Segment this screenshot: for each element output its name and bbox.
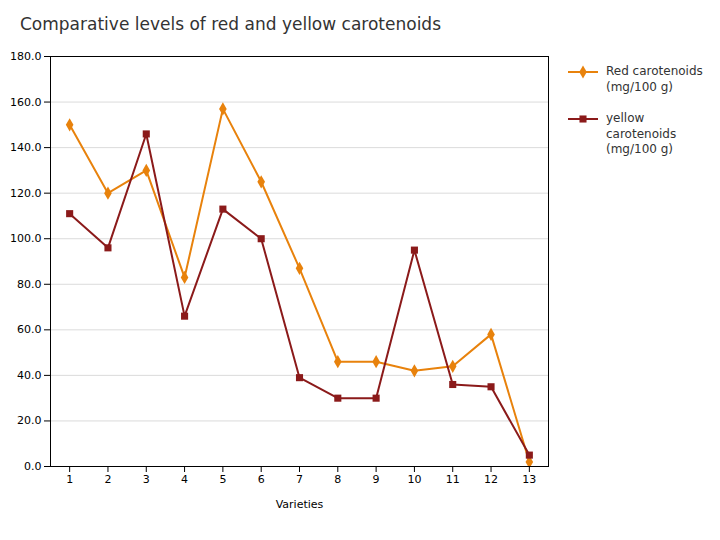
svg-text:100.0: 100.0: [10, 232, 42, 245]
svg-text:13: 13: [522, 473, 536, 486]
svg-text:80.0: 80.0: [17, 278, 42, 291]
svg-text:2: 2: [104, 473, 111, 486]
html-text:Red carotenoids (mg/100 g): Red carotenoids (mg/100 g): [606, 64, 703, 94]
html-text:yellow carotenoids (mg/100 g): yellow carotenoids (mg/100 g): [606, 111, 677, 157]
svg-text:6: 6: [258, 473, 265, 486]
svg-text:9: 9: [373, 473, 380, 486]
svg-text:160.0: 160.0: [10, 96, 42, 109]
svg-text:20.0: 20.0: [17, 414, 42, 427]
svg-text:4: 4: [181, 473, 188, 486]
svg-text:140.0: 140.0: [10, 141, 42, 154]
svg-text:7: 7: [296, 473, 303, 486]
svg-text:10: 10: [407, 473, 421, 486]
svg-text:3: 3: [143, 473, 150, 486]
svg-text:180.0: 180.0: [10, 50, 42, 63]
svg-text:1: 1: [66, 473, 73, 486]
svg-text:8: 8: [334, 473, 341, 486]
svg-text:60.0: 60.0: [17, 323, 42, 336]
svg-text:0.0: 0.0: [24, 460, 42, 473]
svg-text:40.0: 40.0: [17, 369, 42, 382]
svg-text:12: 12: [484, 473, 498, 486]
svg-text:120.0: 120.0: [10, 187, 42, 200]
html-text:Comparative levels of red and: Comparative levels of red and yellow car…: [20, 14, 441, 34]
svg-text:11: 11: [446, 473, 460, 486]
svg-text:5: 5: [219, 473, 226, 486]
svg-text:Varieties: Varieties: [276, 498, 324, 511]
